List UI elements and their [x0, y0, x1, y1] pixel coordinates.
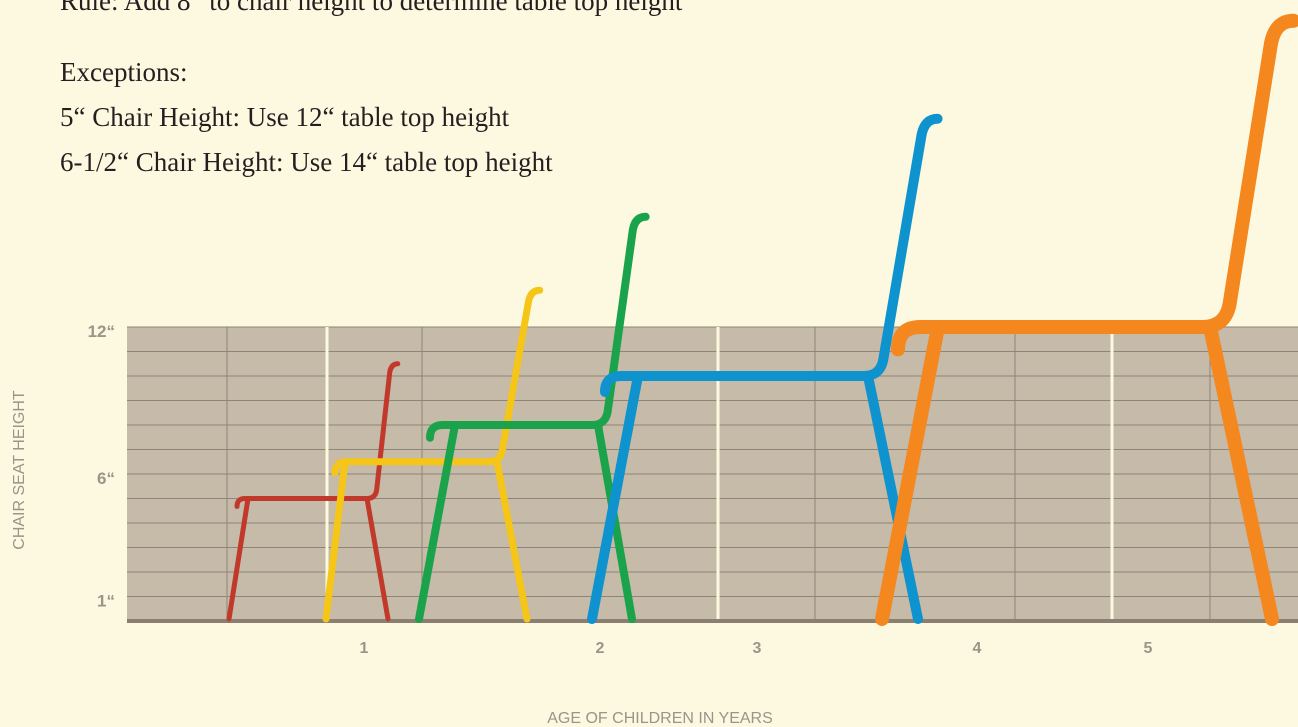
chair-leg [364, 496, 391, 622]
y-tick-label: 12“ [88, 322, 115, 341]
x-axis-label: AGE OF CHILDREN IN YEARS [547, 710, 773, 727]
x-tick-label: 2 [596, 640, 605, 657]
chair-leg [863, 371, 923, 624]
y-axis-label: CHAIR SEAT HEIGHT [11, 390, 28, 550]
y-tick-label: 1“ [97, 592, 115, 611]
chair-leg [1203, 320, 1279, 626]
chair-leg [587, 371, 643, 624]
chair [600, 113, 943, 397]
chair-leg [322, 458, 349, 623]
chair [426, 212, 650, 442]
exception: 5“ Chair Height: Use 12“ table top heigh… [60, 102, 510, 132]
chair-leg [415, 421, 459, 623]
chair [331, 286, 544, 477]
exception: 6-1/2“ Chair Height: Use 14“ table top h… [60, 147, 553, 177]
exceptions-title: Exceptions: [60, 57, 187, 87]
chair-leg [875, 320, 945, 626]
chair [234, 361, 401, 509]
chair-leg [493, 458, 531, 623]
x-tick-label: 1 [360, 640, 369, 657]
x-tick-label: 4 [973, 640, 982, 657]
y-tick-label: 6“ [97, 469, 115, 488]
rule-text: Rule: Add 8“ to chair height to determin… [60, 0, 683, 16]
x-tick-label: 5 [1144, 640, 1153, 657]
chair-leg [226, 496, 251, 622]
x-tick-label: 3 [753, 640, 762, 657]
chair [891, 13, 1298, 357]
